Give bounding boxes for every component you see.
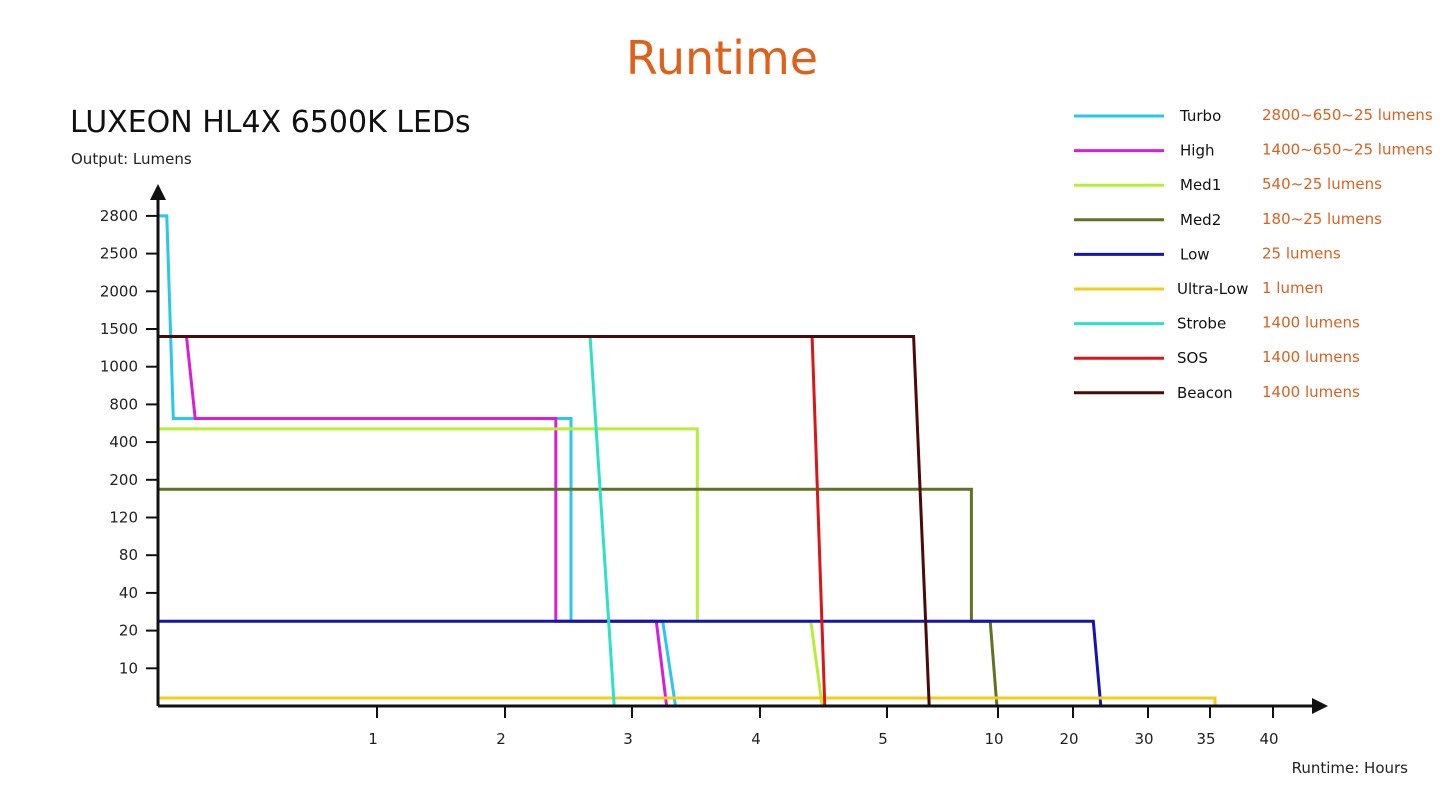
- series-line-low: [158, 619, 1103, 707]
- legend-item-sos: SOS 1400 lumens: [1074, 348, 1360, 367]
- series-line-strobe: [158, 335, 616, 707]
- series-line-high: [158, 335, 669, 707]
- legend-spec: 25 lumens: [1262, 244, 1341, 262]
- y-tick-label: 1000: [100, 358, 138, 376]
- chart-subtitle: LUXEON HL4X 6500K LEDs: [70, 105, 471, 140]
- legend-item-med2: Med2 180~25 lumens: [1074, 210, 1382, 229]
- legend-spec: 1400 lumens: [1262, 348, 1360, 366]
- legend-item-strobe: Strobe 1400 lumens: [1074, 314, 1360, 333]
- legend-spec: 1400 lumens: [1262, 314, 1360, 332]
- legend-name: Ultra-Low: [1177, 280, 1248, 298]
- x-tick-label: 1: [368, 730, 378, 748]
- series-line-med1: [158, 427, 824, 707]
- legend-item-med1: Med1 540~25 lumens: [1074, 175, 1382, 194]
- series-line-med2: [158, 487, 999, 707]
- y-tick-label: 20: [119, 622, 138, 640]
- y-tick-label: 10: [119, 659, 138, 677]
- y-tick-label: 800: [109, 395, 138, 413]
- legend-item-turbo: Turbo 2800~650~25 lumens: [1074, 106, 1433, 125]
- series-line-ultra-low: [158, 696, 1217, 706]
- x-tick-label: 4: [751, 730, 761, 748]
- legend-name: SOS: [1177, 349, 1208, 367]
- y-tick-label: 400: [109, 433, 138, 451]
- y-tick-label: 1500: [100, 320, 138, 338]
- x-tick-label: 5: [878, 730, 888, 748]
- y-tick-label: 40: [119, 584, 138, 602]
- x-tick-label: 20: [1059, 730, 1078, 748]
- x-tick-label: 40: [1259, 730, 1278, 748]
- x-tick-label: 35: [1196, 730, 1215, 748]
- legend-name: Beacon: [1177, 384, 1233, 402]
- legend-item-high: High 1400~650~25 lumens: [1074, 141, 1433, 160]
- legend-spec: 1400 lumens: [1262, 383, 1360, 401]
- y-tick-label: 2500: [100, 245, 138, 263]
- legend-spec: 1400~650~25 lumens: [1262, 141, 1433, 159]
- y-tick-label: 80: [119, 546, 138, 564]
- legend-spec: 180~25 lumens: [1262, 210, 1382, 228]
- legend-spec: 2800~650~25 lumens: [1262, 106, 1433, 124]
- legend-name: Turbo: [1179, 107, 1221, 125]
- legend-item-low: Low 25 lumens: [1074, 244, 1341, 263]
- y-tick-label: 2000: [100, 282, 138, 300]
- x-tick-label: 2: [496, 730, 506, 748]
- x-axis-label: Runtime: Hours: [1292, 759, 1409, 777]
- legend-name: Low: [1180, 245, 1210, 263]
- x-tick-label: 3: [623, 730, 633, 748]
- legend-name: Strobe: [1177, 315, 1226, 333]
- y-tick-label: 2800: [100, 207, 138, 225]
- y-axis-arrow: [150, 184, 166, 200]
- legend-name: High: [1180, 142, 1214, 160]
- y-axis-label: Output: Lumens: [71, 150, 192, 168]
- legend-name: Med1: [1180, 176, 1221, 194]
- legend-spec: 540~25 lumens: [1262, 175, 1382, 193]
- chart-title: Runtime: [626, 31, 818, 85]
- series-line-sos: [158, 335, 827, 707]
- legend-item-beacon: Beacon 1400 lumens: [1074, 383, 1360, 402]
- x-axis-arrow: [1312, 698, 1328, 714]
- legend-name: Med2: [1180, 211, 1221, 229]
- y-tick-label: 120: [109, 509, 138, 527]
- legend-item-ultra-low: Ultra-Low 1 lumen: [1074, 279, 1323, 298]
- series-line-beacon: [158, 335, 931, 707]
- y-tick-label: 200: [109, 471, 138, 489]
- x-tick-label: 30: [1134, 730, 1153, 748]
- legend-spec: 1 lumen: [1262, 279, 1323, 297]
- x-tick-label: 10: [984, 730, 1003, 748]
